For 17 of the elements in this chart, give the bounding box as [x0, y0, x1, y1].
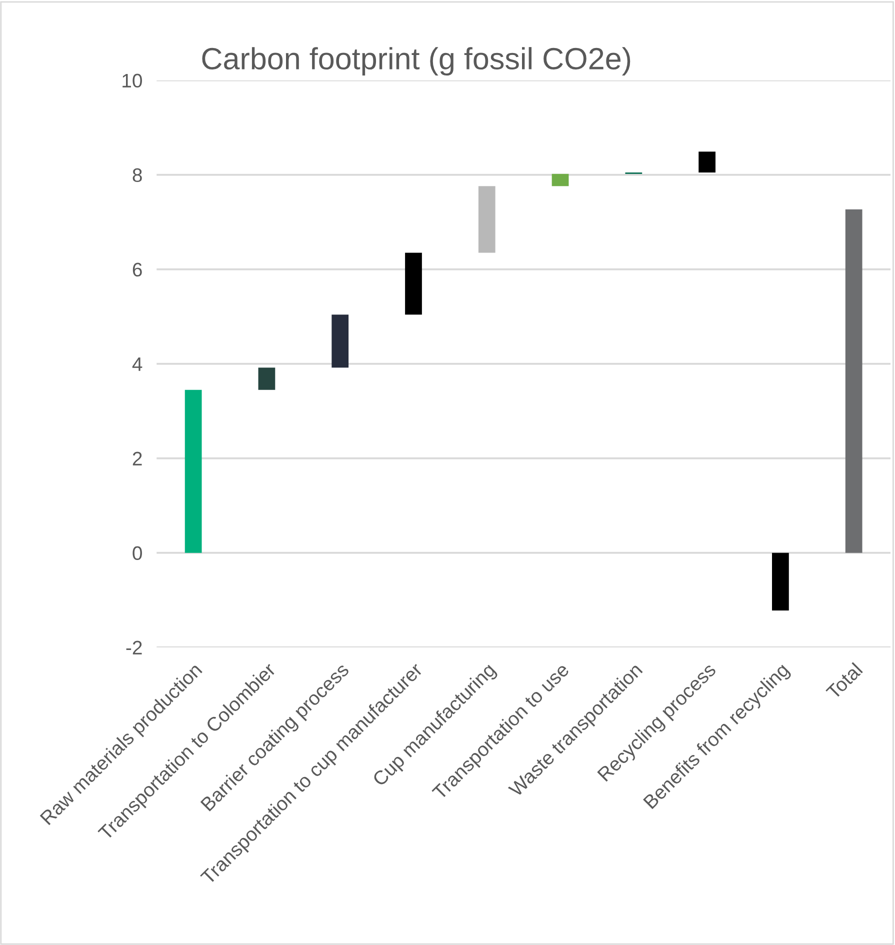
y-tick-label: 6	[132, 262, 142, 277]
y-tick-label: 0	[132, 546, 142, 560]
y-tick-label: 10	[122, 74, 142, 88]
bar	[552, 174, 569, 186]
bar	[184, 390, 202, 553]
bar	[698, 152, 716, 172]
y-tick-label: 2	[132, 452, 142, 466]
y-tick-label: 4	[132, 357, 142, 371]
bar	[332, 314, 349, 368]
bar	[845, 209, 862, 553]
y-tick-label: 8	[132, 168, 142, 182]
bar	[478, 186, 496, 253]
bar	[258, 368, 276, 390]
bar	[405, 252, 422, 315]
y-tick-label: -2	[126, 640, 142, 654]
chart-title: Carbon footprint (g fossil CO2e)	[202, 47, 630, 76]
bar	[772, 552, 789, 610]
